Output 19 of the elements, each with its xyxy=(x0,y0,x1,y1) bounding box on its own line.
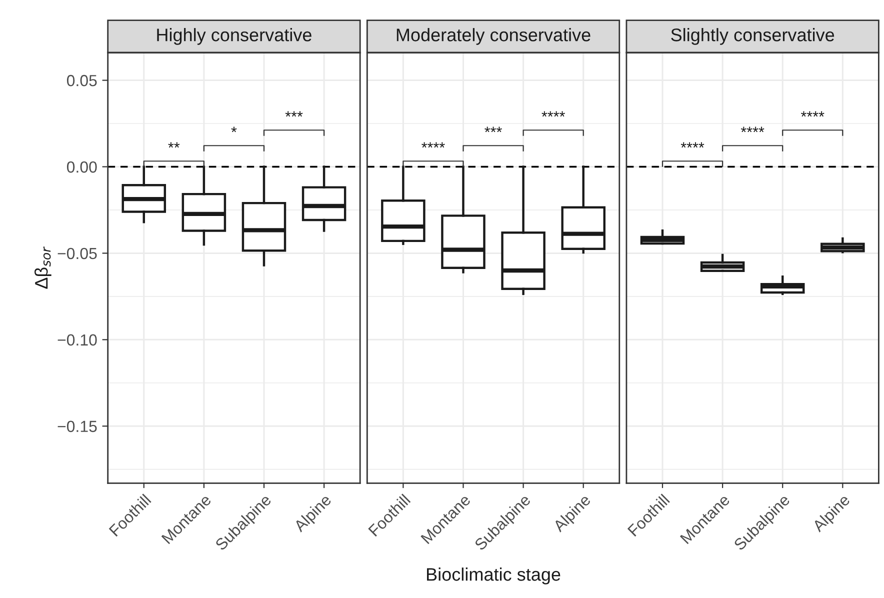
y-tick-label: 0.00 xyxy=(66,161,97,173)
chart-title: Highly conservative xyxy=(157,28,312,45)
y-tick-label: −0.15 xyxy=(58,420,97,432)
annotation: **** xyxy=(542,111,565,117)
annotation: *** xyxy=(285,111,303,117)
chart-title: Slightly conservative xyxy=(671,28,834,45)
annotation: **** xyxy=(680,142,704,148)
annotation: **** xyxy=(800,111,824,117)
x-axis-title: Bioclimatic stage xyxy=(427,568,560,584)
annotation: * xyxy=(231,126,237,132)
annotation: ** xyxy=(168,142,180,148)
annotation: **** xyxy=(422,142,445,148)
annotation: *** xyxy=(484,126,502,132)
y-tick-label: 0.05 xyxy=(66,74,97,86)
y-tick-label: −0.05 xyxy=(58,248,97,260)
annotation: **** xyxy=(740,126,764,132)
y-axis-title: Δβ$_{sor}$ xyxy=(34,246,52,289)
chart-title: Moderately conservative xyxy=(396,28,590,45)
y-tick-label: −0.10 xyxy=(58,334,97,346)
